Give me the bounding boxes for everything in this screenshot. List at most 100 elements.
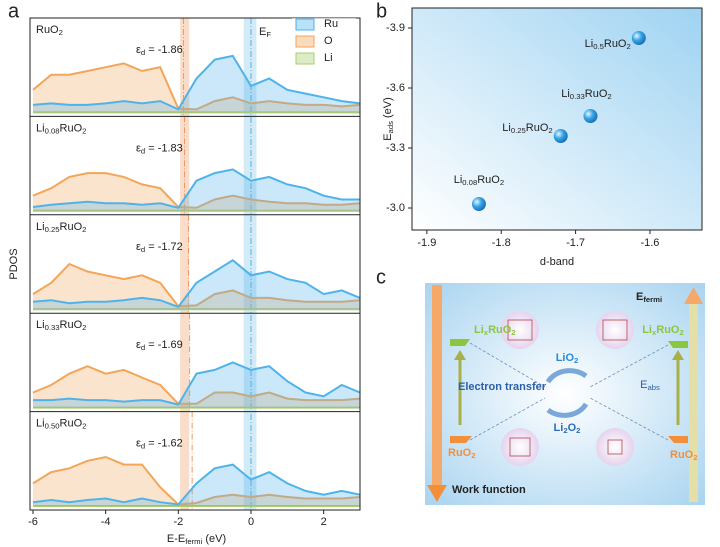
point-label: Li0.33RuO2 <box>561 88 611 101</box>
area-fill <box>33 264 360 310</box>
area-fill <box>33 464 360 506</box>
legend-box <box>292 18 356 74</box>
species-label-part: Li <box>642 324 652 336</box>
panel-name: Li0.33RuO2 <box>36 319 86 332</box>
point-label-part: 0.25 <box>511 126 526 135</box>
point-label-part: Li <box>561 88 570 100</box>
d-band-label-part: d <box>141 245 145 254</box>
panel-name: RuO2 <box>36 24 63 37</box>
species-label: LixRuO2 <box>474 324 516 337</box>
area-fill <box>33 457 360 506</box>
point-label-part: RuO <box>604 38 627 50</box>
d-band-label-part: ε <box>136 142 141 154</box>
axes-frame <box>411 7 703 231</box>
point-label-part: 2 <box>627 42 631 51</box>
legend-label: Li <box>324 52 333 64</box>
panel-name: Li0.50RuO2 <box>36 418 86 431</box>
panel-name-part: 0.50 <box>45 422 60 431</box>
x-axis-label: d-band <box>540 256 574 268</box>
process-label: Electron transfer <box>458 381 547 393</box>
d-band-label-part: d <box>141 442 145 451</box>
point-label-part: 0.5 <box>593 42 604 51</box>
point-label: Li0.5RuO2 <box>585 38 631 51</box>
species-label-part: x <box>484 328 489 337</box>
x-tick-label: 0 <box>248 516 254 528</box>
fermi-label-part: E <box>259 26 266 38</box>
d-band-label-part: d <box>141 343 145 352</box>
fermi-label: EF <box>259 26 271 39</box>
pdos-line <box>32 172 361 209</box>
legend-label: Ru <box>324 18 338 30</box>
species-label: LiO2 <box>556 352 579 365</box>
level-marker <box>450 436 472 443</box>
data-point <box>471 197 486 211</box>
legend-swatch <box>295 35 315 48</box>
species-label-part: 2 <box>680 328 684 337</box>
species-label-part: O <box>568 422 577 434</box>
x-tick-label: 2 <box>321 516 327 528</box>
panel-label: a <box>8 0 20 22</box>
species-label: LixRuO2 <box>642 324 684 337</box>
panel-name-part: RuO <box>60 122 83 134</box>
plot-background <box>412 8 702 230</box>
work-function-bar <box>432 285 442 485</box>
x-tick-label: -4 <box>101 516 111 528</box>
panel-name-part: 2 <box>82 422 86 431</box>
panel-name-part: Li <box>36 122 45 134</box>
point-label-part: Li <box>502 122 511 134</box>
panel-name-part: 2 <box>82 225 86 234</box>
x-tick-label: -1.7 <box>566 237 585 249</box>
species-label-part: RuO <box>656 324 680 336</box>
species-label-part: LiO <box>556 352 575 364</box>
panel-name-part: RuO <box>60 221 83 233</box>
x-tick-label: -1.8 <box>492 237 511 249</box>
d-band-label-part: = -1.69 <box>145 339 183 351</box>
pdos-line <box>32 463 361 506</box>
pdos-line <box>32 54 361 111</box>
species-label-part: 2 <box>471 451 475 460</box>
d-band-label-part: = -1.62 <box>145 438 183 450</box>
species-label: RuO2 <box>670 449 698 462</box>
level-marker <box>450 339 470 346</box>
legend-label: O <box>324 35 333 47</box>
point-label: Li0.08RuO2 <box>454 174 504 187</box>
panel-name-part: 0.08 <box>45 126 60 135</box>
species-label-part: RuO <box>488 324 512 336</box>
y-axis-label: Eads (eV) <box>382 97 395 141</box>
molecule <box>501 428 539 466</box>
species-label-part: RuO <box>670 449 694 461</box>
molecule <box>501 311 539 349</box>
arrow-head <box>427 485 447 502</box>
y-axis-label-part: (eV) <box>382 97 394 121</box>
highlight-band <box>180 18 190 510</box>
d-band-label: εd = -1.86 <box>136 44 183 57</box>
panel-name-part: 2 <box>82 323 86 332</box>
x-tick-label: -2 <box>173 516 183 528</box>
arrow-head <box>454 350 466 360</box>
area-fill <box>33 173 360 211</box>
panel-name: Li0.25RuO2 <box>36 221 86 234</box>
pdos-line <box>33 361 361 406</box>
arrow-head <box>684 287 703 304</box>
fermi-label: Efermi <box>636 291 662 304</box>
d-band-label: εd = -1.62 <box>136 438 183 451</box>
d-band-label: εd = -1.72 <box>136 241 183 254</box>
x-axis-label: E-Efermi (eV) <box>167 533 226 546</box>
pdos-line <box>32 62 361 111</box>
d-band-label: εd = -1.83 <box>136 142 183 155</box>
panel-name-part: RuO <box>60 418 83 430</box>
y-tick-label: -3.3 <box>386 142 405 154</box>
arrow-head <box>672 350 684 360</box>
diagram-panel <box>425 283 705 505</box>
legend-swatch <box>295 18 315 31</box>
x-tick-label: -6 <box>28 516 38 528</box>
panel-name-part: Li <box>36 221 45 233</box>
species-label-part: 2 <box>511 328 515 337</box>
dashed-links <box>469 342 669 441</box>
point-label-part: RuO <box>585 88 608 100</box>
d-band-label-part: ε <box>136 44 141 56</box>
pdos-line <box>32 262 361 308</box>
highlight-band <box>243 18 257 510</box>
area-fill <box>33 55 360 113</box>
